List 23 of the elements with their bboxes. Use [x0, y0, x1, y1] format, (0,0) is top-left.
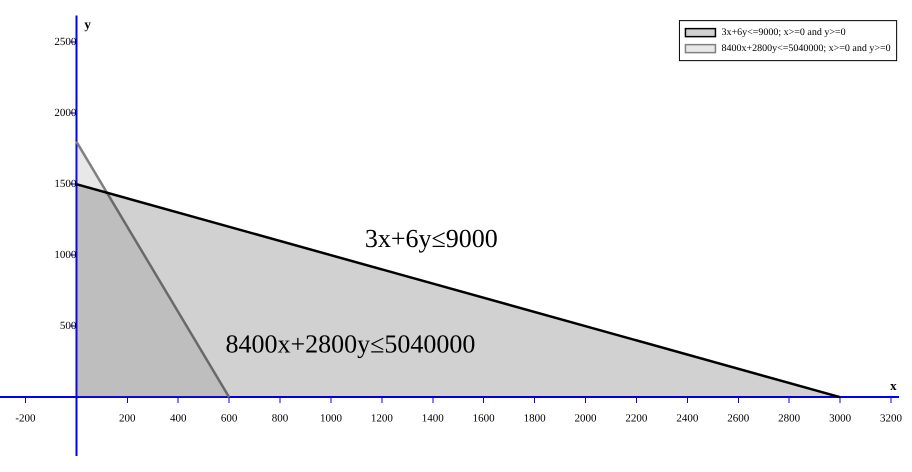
x-tick-label: 1800: [524, 412, 546, 425]
x-tick-label: 1600: [472, 412, 496, 425]
x-tick-label: 2400: [676, 412, 699, 425]
legend-label: 3x+6y<=9000; x>=0 and y>=0: [721, 27, 846, 38]
x-tick-label: 1000: [320, 412, 342, 425]
x-tick-label: 2600: [727, 412, 750, 425]
x-tick-label: 2200: [625, 412, 648, 425]
x-tick-label: 2000: [574, 412, 598, 425]
x-tick-label: 600: [220, 412, 238, 425]
x-tick-label: 1200: [370, 412, 394, 425]
x-tick-label: 3000: [829, 412, 852, 425]
x-tick-label: 800: [272, 412, 289, 425]
legend-label: 8400x+2800y<=5040000; x>=0 and y>=0: [721, 43, 891, 54]
x-tick-label: -200: [15, 412, 36, 425]
x-tick-label: 1400: [422, 412, 444, 425]
annotation: 8400x+2800y≤5040000: [226, 330, 476, 359]
x-tick-label: 400: [170, 412, 187, 425]
x-tick-label: 2800: [778, 412, 801, 425]
x-axis-title: x: [890, 378, 898, 394]
y-axis-title: y: [84, 16, 92, 32]
x-tick-label: 3200: [880, 412, 902, 425]
x-tick-label: 200: [119, 412, 136, 425]
annotation: 3x+6y≤9000: [364, 224, 498, 254]
